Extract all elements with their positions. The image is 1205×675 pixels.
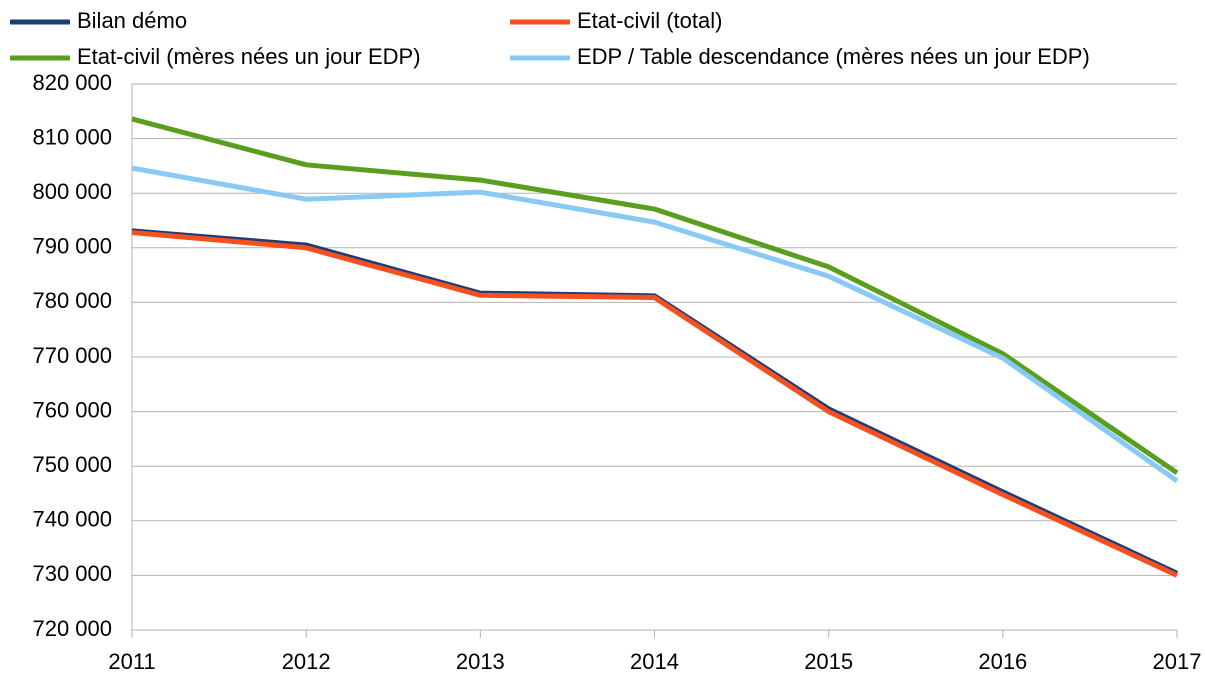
y-tick-label: 750 000 — [32, 452, 112, 477]
y-tick-label: 760 000 — [32, 397, 112, 422]
y-tick-label: 730 000 — [32, 561, 112, 586]
x-tick-label: 2014 — [630, 649, 679, 674]
x-tick-label: 2013 — [456, 649, 505, 674]
series-line — [131, 165, 1179, 483]
x-tick-label: 2017 — [1153, 649, 1202, 674]
series-line — [131, 230, 1179, 578]
y-tick-label: 780 000 — [32, 288, 112, 313]
series-line — [131, 228, 1179, 576]
x-tick-label: 2015 — [804, 649, 853, 674]
x-tick-label: 2012 — [282, 649, 331, 674]
y-tick-label: 790 000 — [32, 234, 112, 259]
legend-label: Etat-civil (mères nées un jour EDP) — [77, 44, 421, 69]
y-tick-label: 740 000 — [32, 507, 112, 532]
x-tick-label: 2016 — [978, 649, 1027, 674]
y-tick-label: 820 000 — [32, 70, 112, 95]
x-tick-label: 2011 — [108, 649, 155, 674]
legend-label: EDP / Table descendance (mères nées un j… — [577, 44, 1090, 69]
legend-label: Bilan démo — [77, 8, 187, 33]
legend-label: Etat-civil (total) — [577, 8, 722, 33]
series-line — [131, 116, 1179, 475]
y-tick-label: 720 000 — [32, 616, 112, 641]
y-tick-label: 800 000 — [32, 179, 112, 204]
y-tick-label: 770 000 — [32, 343, 112, 368]
y-tick-label: 810 000 — [32, 124, 112, 149]
